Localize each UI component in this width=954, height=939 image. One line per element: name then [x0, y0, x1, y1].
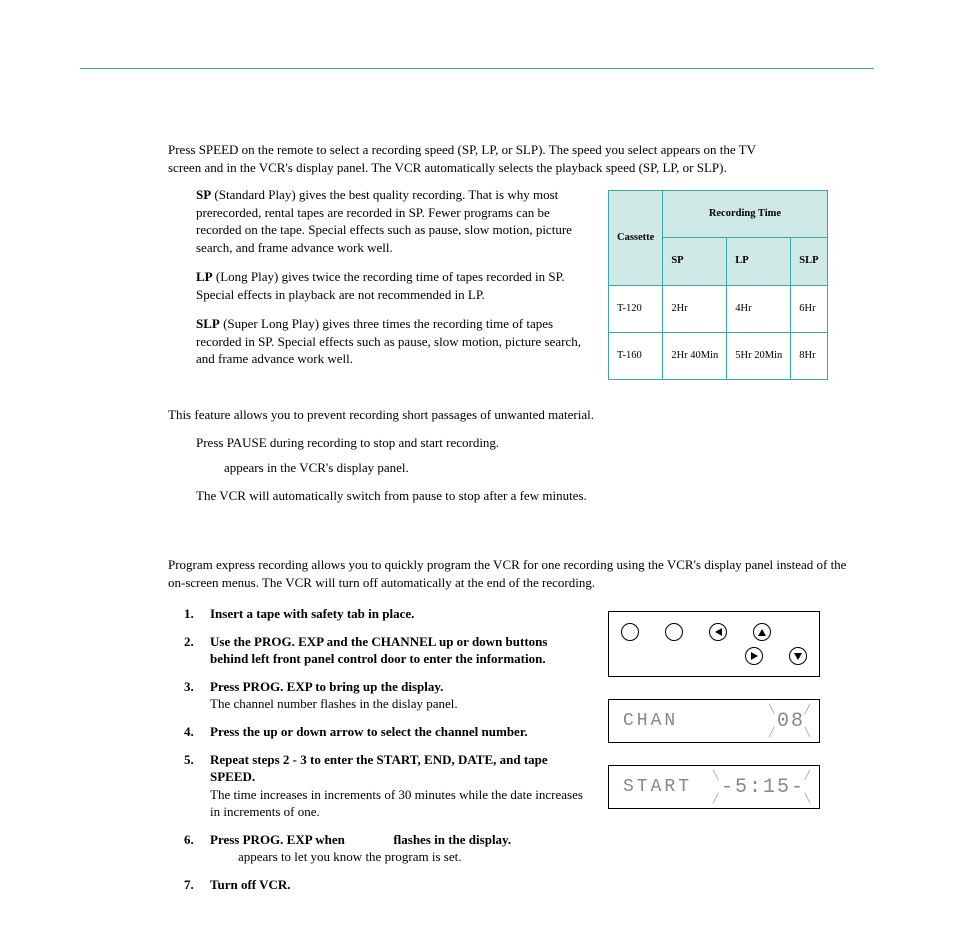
step-subtext: The channel number flashes in the dislay… — [210, 695, 584, 713]
step-text: Press the up or down arrow to select the… — [210, 724, 528, 739]
cell-cassette: T-160 — [609, 332, 663, 379]
col-lp: LP — [727, 238, 791, 285]
col-cassette: Cassette — [609, 191, 663, 285]
step-text: Turn off VCR. — [210, 877, 291, 892]
header-rule — [80, 68, 874, 69]
lcd-start-figure: START ╲ ╱ -5:15- ╱ ╲ — [608, 765, 820, 809]
step-number: 5. — [184, 751, 202, 821]
flash-ray-icon: ╱ — [805, 704, 813, 716]
col-recording-time: Recording Time — [663, 191, 827, 238]
step-7: 7. Turn off VCR. — [184, 876, 584, 894]
step-text-part2: flashes in the display. — [393, 832, 511, 847]
sp-label: SP — [196, 187, 211, 202]
step-text-part1: Press PROG. EXP when — [210, 832, 345, 847]
control-panel-figure — [608, 611, 820, 677]
lp-description: LP (Long Play) gives twice the recording… — [196, 268, 596, 303]
step-text: Insert a tape with safety tab in place. — [210, 606, 414, 621]
flash-ray-icon: ╲ — [805, 727, 813, 739]
step-number: 3. — [184, 678, 202, 713]
step-number: 1. — [184, 605, 202, 623]
down-arrow-icon — [789, 647, 807, 665]
step-3: 3. Press PROG. EXP to bring up the displ… — [184, 678, 584, 713]
lcd-chan-value: 08 — [777, 710, 805, 733]
cell-sp: 2Hr 40Min — [663, 332, 727, 379]
speed-intro: Press SPEED on the remote to select a re… — [168, 141, 788, 176]
flash-ray-icon: ╱ — [805, 770, 813, 782]
cell-lp: 4Hr — [727, 285, 791, 332]
cell-sp: 2Hr — [663, 285, 727, 332]
up-arrow-icon — [753, 623, 771, 641]
cell-slp: 8Hr — [791, 332, 827, 379]
table-row: T-160 2Hr 40Min 5Hr 20Min 8Hr — [609, 332, 828, 379]
left-arrow-icon — [709, 623, 727, 641]
lcd-chan-label: CHAN — [623, 709, 678, 733]
step-number: 6. — [184, 831, 202, 866]
mode-descriptions: SP (Standard Play) gives the best qualit… — [196, 186, 596, 380]
step-text: Use the PROG. EXP and the CHANNEL up or … — [210, 634, 547, 667]
cell-lp: 5Hr 20Min — [727, 332, 791, 379]
pause-intro: This feature allows you to prevent recor… — [168, 406, 628, 424]
slp-description: SLP (Super Long Play) gives three times … — [196, 315, 596, 368]
step-5: 5. Repeat steps 2 - 3 to enter the START… — [184, 751, 584, 821]
express-intro: Program express recording allows you to … — [168, 556, 848, 591]
figures-column: CHAN ╲ ╱ 08 ╱ ╲ START ╲ ╱ -5:15- ╱ ╲ — [608, 611, 838, 903]
button-blank-1 — [621, 623, 639, 641]
slp-label: SLP — [196, 316, 220, 331]
step-text: Repeat steps 2 - 3 to enter the START, E… — [210, 751, 584, 786]
col-slp: SLP — [791, 238, 827, 285]
step-4: 4. Press the up or down arrow to select … — [184, 723, 584, 741]
express-steps: 1. Insert a tape with safety tab in plac… — [184, 605, 584, 903]
sp-description: SP (Standard Play) gives the best qualit… — [196, 186, 596, 256]
step-6: 6. Press PROG. EXP when flashes in the d… — [184, 831, 584, 866]
table-row: T-120 2Hr 4Hr 6Hr — [609, 285, 828, 332]
lp-text: (Long Play) gives twice the recording ti… — [196, 269, 565, 302]
right-arrow-icon — [745, 647, 763, 665]
flash-ray-icon: ╲ — [805, 793, 813, 805]
step-number: 2. — [184, 633, 202, 668]
slp-text: (Super Long Play) gives three times the … — [196, 316, 581, 366]
lcd-chan-figure: CHAN ╲ ╱ 08 ╱ ╲ — [608, 699, 820, 743]
recording-time-table: Cassette Recording Time SP LP SLP T-120 … — [608, 190, 828, 380]
pause-step-3: The VCR will automatically switch from p… — [196, 487, 874, 505]
step-1: 1. Insert a tape with safety tab in plac… — [184, 605, 584, 623]
col-sp: SP — [663, 238, 727, 285]
sp-text: (Standard Play) gives the best quality r… — [196, 187, 572, 255]
step-text: Press PROG. EXP to bring up the display. — [210, 678, 584, 696]
lp-label: LP — [196, 269, 213, 284]
pause-step-1: Press PAUSE during recording to stop and… — [196, 434, 874, 452]
button-blank-2 — [665, 623, 683, 641]
cell-cassette: T-120 — [609, 285, 663, 332]
step-subtext: appears to let you know the program is s… — [238, 848, 584, 866]
lcd-start-value: -5:15- — [721, 776, 805, 799]
pause-step-2: appears in the VCR's display panel. — [224, 459, 874, 477]
cell-slp: 6Hr — [791, 285, 827, 332]
step-subtext: The time increases in increments of 30 m… — [210, 786, 584, 821]
lcd-start-label: START — [623, 775, 692, 799]
step-number: 4. — [184, 723, 202, 741]
step-2: 2. Use the PROG. EXP and the CHANNEL up … — [184, 633, 584, 668]
step-number: 7. — [184, 876, 202, 894]
